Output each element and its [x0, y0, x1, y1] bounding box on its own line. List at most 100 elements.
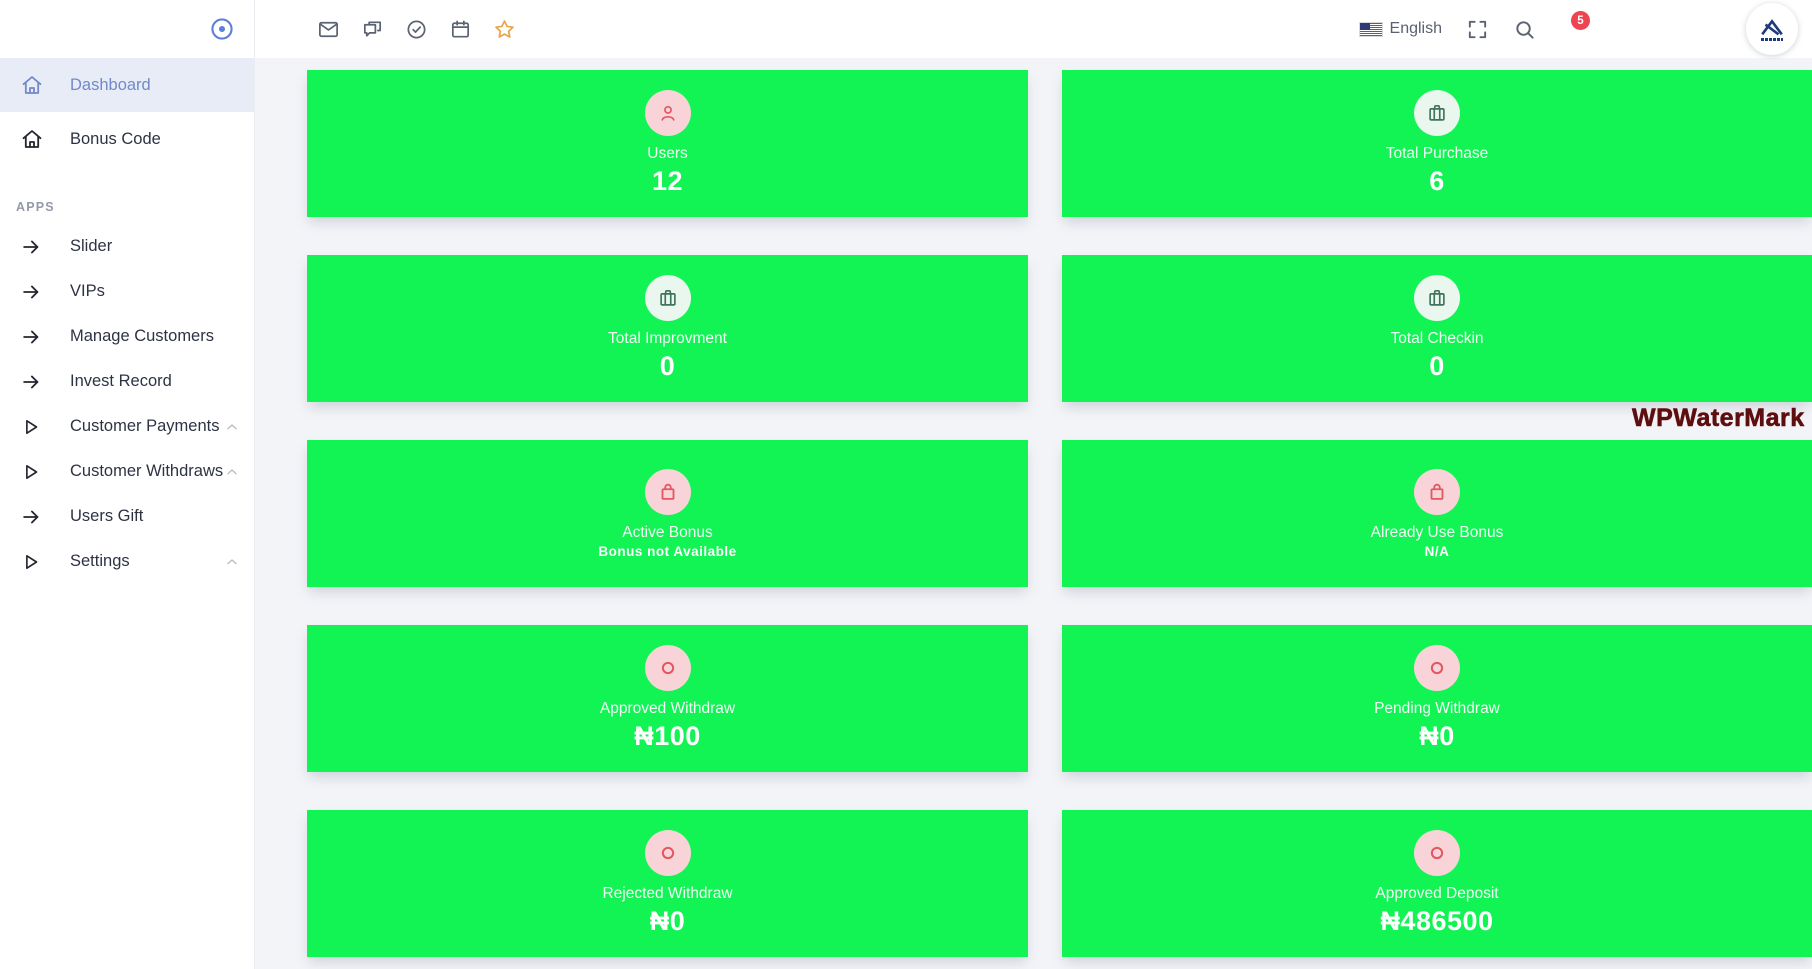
stat-card-already-use-bonus: Already Use Bonus N/A [1062, 440, 1812, 587]
ring-icon [644, 645, 691, 691]
bag-icon [644, 468, 691, 515]
briefcase-icon [1414, 90, 1460, 136]
sidebar-item-settings[interactable]: Settings [0, 539, 254, 584]
sidebar-item-users-gift[interactable]: Users Gift [0, 494, 254, 539]
sidebar-item-label: VIPs [70, 282, 105, 300]
sidebar-apps-nav: Slider VIPs Manage Customers Invest Reco… [0, 224, 254, 584]
arrow-right-icon [20, 236, 42, 258]
stat-card-title: Total Checkin [1390, 330, 1484, 347]
play-icon [20, 461, 42, 483]
stat-card-users: Users 12 [307, 70, 1028, 217]
play-icon [20, 551, 42, 573]
sidebar-item-dashboard[interactable]: Dashboard [0, 58, 254, 112]
main-area: English 5 Users 12 Total Purchase [255, 0, 1812, 969]
stats-grid: Users 12 Total Purchase 6 Total Improvme… [307, 70, 1812, 957]
language-label: English [1389, 20, 1442, 37]
chat-icon[interactable] [361, 18, 384, 41]
sidebar-item-label: Invest Record [70, 372, 172, 390]
us-flag-icon [1359, 22, 1382, 36]
home-icon [20, 127, 44, 151]
star-icon[interactable] [493, 18, 516, 41]
stat-card-title: Approved Withdraw [599, 700, 736, 717]
check-circle-icon[interactable] [405, 18, 428, 41]
topbar: English 5 [255, 0, 1812, 58]
stat-card-title: Total Purchase [1385, 145, 1489, 162]
sidebar-item-label: Settings [70, 552, 130, 570]
user-avatar[interactable] [1746, 3, 1798, 55]
topbar-shortcut-icons [317, 18, 516, 41]
sidebar-item-label: Slider [70, 237, 113, 255]
sidebar-item-label: Dashboard [70, 75, 151, 94]
stat-card-rejected-withdraw: Rejected Withdraw ₦0 [307, 810, 1028, 957]
stat-card-active-bonus: Active Bonus Bonus not Available [307, 440, 1028, 587]
stat-card-total-improvment: Total Improvment 0 [307, 255, 1028, 402]
stat-card-title: Already Use Bonus [1370, 523, 1504, 541]
bag-icon [1414, 468, 1460, 515]
sidebar-item-bonus-code[interactable]: Bonus Code [0, 112, 254, 166]
sidebar-section-label: APPS [16, 200, 55, 214]
stat-card-total-checkin: Total Checkin 0 [1062, 255, 1812, 402]
stat-card-title: Total Improvment [608, 330, 727, 347]
sidebar-header [0, 0, 254, 58]
stat-card-pending-withdraw: Pending Withdraw ₦0 [1062, 625, 1812, 772]
stat-card-value: 6 [1429, 166, 1445, 196]
stat-card-value: 0 [659, 351, 676, 381]
avatar-logo-text [1761, 38, 1783, 41]
stat-card-title: Users [647, 145, 688, 162]
stat-card-value: ₦0 [1419, 721, 1455, 751]
dashboard-content: Users 12 Total Purchase 6 Total Improvme… [255, 58, 1812, 957]
target-icon[interactable] [208, 15, 236, 43]
sidebar-item-label: Bonus Code [70, 129, 161, 148]
calendar-icon[interactable] [449, 18, 472, 41]
sidebar: Dashboard Bonus Code APPS Slider VIPs Ma… [0, 0, 255, 969]
ring-icon [1414, 830, 1460, 876]
stat-card-value: ₦486500 [1380, 906, 1494, 936]
sidebar-item-manage-customers[interactable]: Manage Customers [0, 314, 254, 359]
stat-card-value: 12 [651, 166, 684, 196]
ring-icon [1414, 645, 1460, 691]
sidebar-item-label: Customer Withdraws [70, 462, 224, 480]
stat-card-total-purchase: Total Purchase 6 [1062, 70, 1812, 217]
sidebar-item-label: Manage Customers [70, 327, 214, 345]
chevron-up-icon[interactable] [224, 464, 240, 480]
notification-badge: 5 [1571, 11, 1590, 30]
sidebar-item-label: Customer Payments [70, 417, 220, 435]
stat-card-value: 0 [1429, 351, 1445, 381]
topbar-right: English 5 [1359, 3, 1812, 56]
mail-icon[interactable] [317, 18, 340, 41]
sidebar-item-customer-payments[interactable]: Customer Payments [0, 404, 254, 449]
ring-icon [644, 830, 691, 876]
sidebar-item-vips[interactable]: VIPs [0, 269, 254, 314]
stat-card-title: Pending Withdraw [1374, 700, 1500, 717]
stat-card-title: Active Bonus [622, 523, 713, 541]
watermark-text: WPWaterMark [1632, 404, 1805, 433]
stat-card-value: ₦0 [649, 906, 686, 936]
chevron-up-icon[interactable] [224, 554, 240, 570]
fullscreen-icon[interactable] [1466, 18, 1489, 41]
stat-card-title: Rejected Withdraw [602, 885, 733, 902]
briefcase-icon [644, 275, 691, 321]
stat-card-title: Approved Deposit [1375, 885, 1499, 902]
sidebar-main-nav: Dashboard Bonus Code [0, 58, 254, 166]
briefcase-icon [1414, 275, 1460, 321]
home-icon [20, 73, 44, 97]
stat-card-approved-deposit: Approved Deposit ₦486500 [1062, 810, 1812, 957]
sidebar-item-customer-withdraws[interactable]: Customer Withdraws [0, 449, 254, 494]
arrow-right-icon [20, 371, 42, 393]
stat-card-value: N/A [1424, 543, 1450, 559]
play-icon [20, 416, 42, 438]
sidebar-item-invest-record[interactable]: Invest Record [0, 359, 254, 404]
user-icon [644, 90, 691, 136]
stat-card-approved-withdraw: Approved Withdraw ₦100 [307, 625, 1028, 772]
chevron-up-icon[interactable] [224, 419, 240, 435]
stat-card-value: Bonus not Available [598, 543, 737, 559]
search-icon[interactable] [1513, 18, 1536, 41]
avatar-logo-monogram [1761, 19, 1783, 36]
arrow-right-icon [20, 326, 42, 348]
language-selector[interactable]: English [1359, 20, 1442, 38]
sidebar-item-slider[interactable]: Slider [0, 224, 254, 269]
arrow-right-icon [20, 281, 42, 303]
stat-card-value: ₦100 [634, 721, 701, 751]
arrow-right-icon [20, 506, 42, 528]
sidebar-item-label: Users Gift [70, 507, 144, 525]
